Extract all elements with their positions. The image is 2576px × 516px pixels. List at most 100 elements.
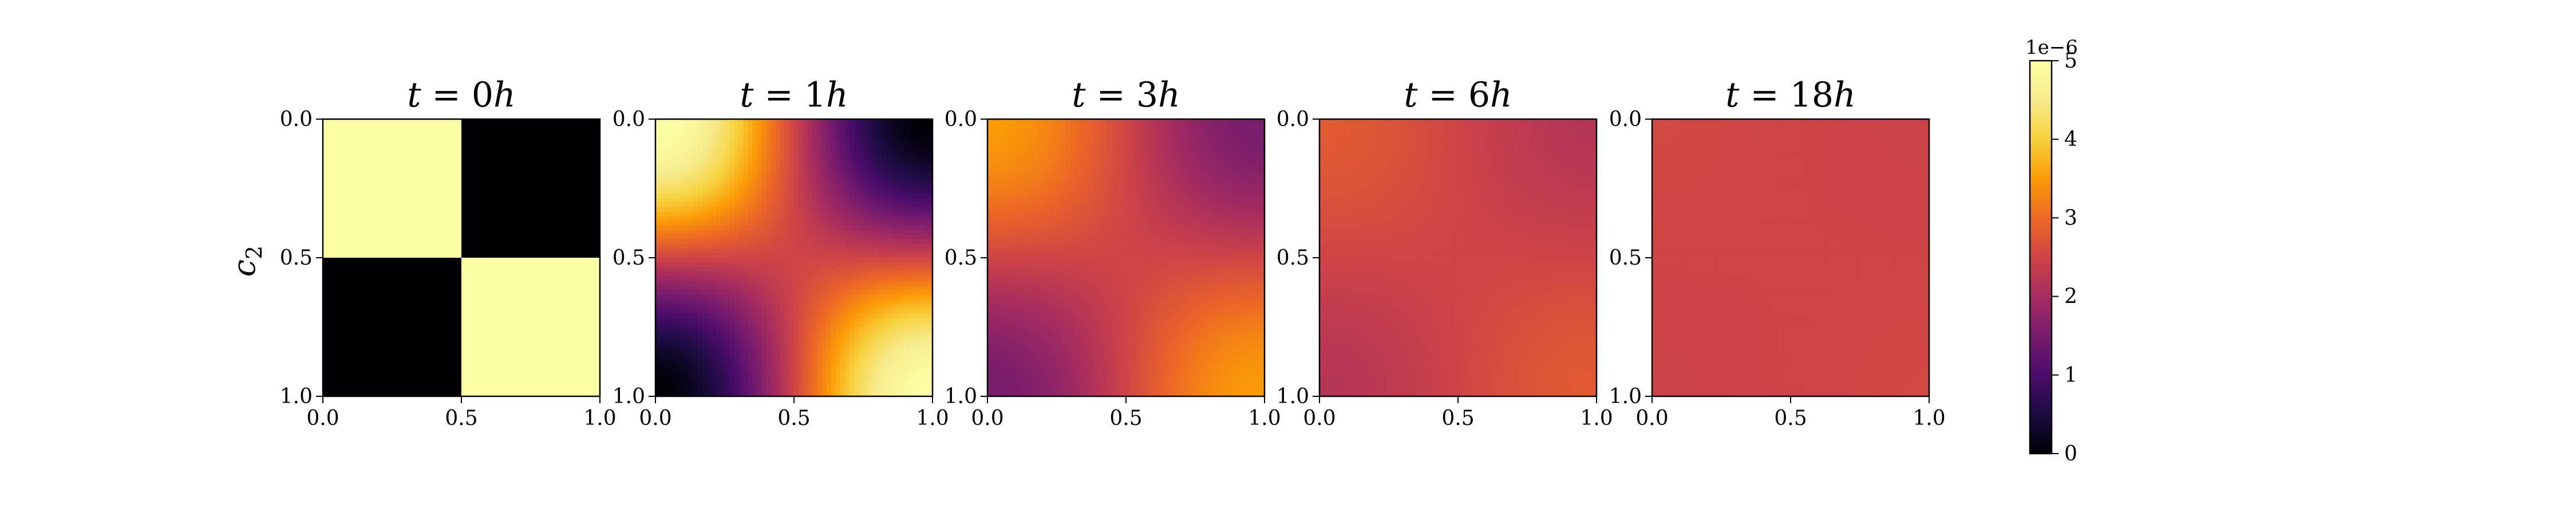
heatmap-cell — [900, 304, 906, 309]
heatmap-cell — [831, 119, 836, 124]
heatmap-cell — [748, 160, 753, 166]
heatmap-cell — [738, 377, 744, 383]
heatmap-cell — [1232, 193, 1238, 198]
heatmap-cell — [794, 225, 799, 231]
heatmap-cell — [808, 124, 813, 129]
heatmap-cell — [909, 239, 915, 245]
heatmap-cell — [789, 382, 795, 388]
heatmap-cell — [1029, 147, 1034, 152]
heatmap-cell — [1167, 124, 1173, 129]
heatmap-cell — [1246, 174, 1251, 180]
heatmap-cell — [752, 248, 758, 254]
heatmap-cell — [844, 345, 850, 350]
heatmap-cell — [877, 198, 882, 203]
heatmap-cell — [692, 345, 698, 350]
heatmap-cell — [683, 327, 689, 332]
heatmap-cell — [868, 220, 873, 226]
heatmap-cell — [725, 391, 730, 397]
heatmap-cell — [683, 160, 689, 166]
heatmap-cell — [678, 332, 683, 337]
heatmap-cell — [784, 216, 790, 222]
heatmap-cell — [849, 211, 855, 216]
heatmap-cell — [683, 391, 689, 397]
heatmap-cell — [752, 119, 758, 124]
heatmap-cell — [743, 193, 748, 198]
heatmap-cell — [817, 373, 822, 379]
heatmap-cell — [738, 290, 744, 296]
heatmap-cell — [987, 151, 993, 157]
heatmap-cell — [821, 142, 827, 147]
heatmap-cell — [665, 267, 670, 272]
heatmap-cell — [780, 170, 785, 175]
heatmap-cell — [854, 336, 859, 341]
heatmap-cell — [812, 387, 817, 392]
heatmap-cell — [877, 128, 882, 133]
heatmap-cell — [1223, 202, 1228, 207]
heatmap-cell — [886, 350, 891, 355]
heatmap-cell — [1020, 202, 1025, 207]
heatmap-cell — [725, 147, 730, 152]
heatmap-cell — [780, 377, 785, 383]
heatmap-cell — [914, 377, 919, 383]
heatmap-cell — [1167, 137, 1173, 143]
heatmap-cell — [831, 276, 836, 281]
heatmap-cell — [849, 317, 855, 323]
heatmap-cell — [780, 193, 785, 198]
heatmap-cell — [844, 179, 850, 184]
heatmap-cell — [697, 299, 702, 305]
heatmap-cell — [1010, 170, 1016, 175]
heatmap-cell — [872, 230, 878, 235]
heatmap-cell — [701, 133, 707, 138]
heatmap-cell — [665, 354, 670, 360]
heatmap-cell — [771, 368, 776, 374]
heatmap-cell — [683, 382, 689, 388]
heatmap-cell — [1093, 124, 1099, 129]
heatmap-cell — [840, 368, 846, 374]
heatmap-cell — [821, 276, 827, 281]
heatmap-cell — [743, 271, 748, 277]
heatmap-cell — [799, 147, 804, 152]
heatmap-cell — [1093, 133, 1099, 138]
heatmap-cell — [886, 142, 891, 147]
heatmap-cell — [895, 170, 901, 175]
heatmap-cell — [1236, 202, 1242, 207]
heatmap-cell — [872, 165, 878, 171]
heatmap-cell — [1075, 170, 1080, 175]
heatmap-cell — [1223, 133, 1228, 138]
heatmap-cell — [1052, 165, 1057, 171]
heatmap-cell — [803, 290, 808, 296]
heatmap-cell — [1236, 179, 1242, 184]
heatmap-cell — [812, 322, 817, 328]
heatmap-cell — [882, 391, 887, 397]
heatmap-cell — [780, 202, 785, 207]
heatmap-cell — [835, 211, 841, 216]
heatmap-cell — [688, 271, 693, 277]
heatmap-cell — [678, 239, 683, 245]
heatmap-cell — [1066, 202, 1071, 207]
heatmap-cell — [743, 327, 748, 332]
heatmap-cell — [1158, 142, 1164, 147]
heatmap-cell — [752, 387, 758, 392]
heatmap-panel: t = 1h0.0 0.5 1.00.00.51.0 — [613, 75, 949, 430]
heatmap-cell — [710, 211, 716, 216]
heatmap-cell — [858, 364, 864, 369]
heatmap-cell — [697, 364, 702, 369]
heatmap-cell — [891, 391, 896, 397]
heatmap-cell — [743, 216, 748, 222]
heatmap-cell — [1020, 156, 1025, 162]
heatmap-cell — [803, 281, 808, 286]
heatmap-cell — [738, 373, 744, 379]
heatmap-cell — [858, 179, 864, 184]
heatmap-cell — [895, 382, 901, 388]
heatmap-cell — [821, 170, 827, 175]
x-tick-label: 1.0 — [583, 407, 616, 430]
heatmap-cell — [701, 271, 707, 277]
heatmap-cell — [725, 299, 730, 305]
heatmap-cell — [1181, 207, 1187, 212]
heatmap-cell — [1075, 207, 1080, 212]
heatmap-cell — [918, 239, 924, 245]
heatmap-cell — [1167, 188, 1173, 194]
heatmap-cell — [1250, 216, 1256, 222]
heatmap-cell — [803, 336, 808, 341]
heatmap-cell — [771, 147, 776, 152]
